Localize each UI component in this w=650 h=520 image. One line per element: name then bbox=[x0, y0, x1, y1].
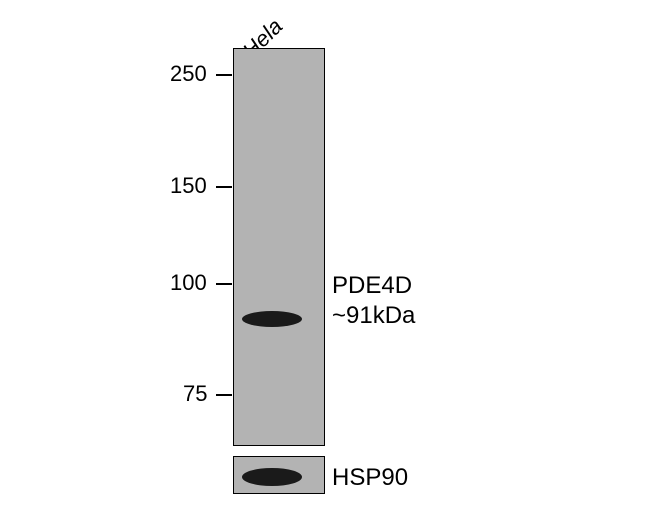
mw-label-250: 250 bbox=[170, 61, 207, 87]
mw-tick-250 bbox=[216, 74, 232, 76]
loading-control-lane bbox=[233, 456, 325, 494]
mw-tick-75 bbox=[216, 394, 232, 396]
mw-tick-150 bbox=[216, 186, 232, 188]
hsp90-band-fill bbox=[242, 468, 302, 486]
pde4d-band bbox=[234, 311, 324, 327]
hsp90-band bbox=[234, 468, 324, 486]
western-blot-figure: Hela 250 150 100 75 PDE4D ~91kDa HSP90 bbox=[0, 0, 650, 520]
target-protein-label: PDE4D bbox=[332, 272, 412, 300]
mw-label-150: 150 bbox=[170, 173, 207, 199]
observed-mw-label: ~91kDa bbox=[332, 302, 415, 330]
mw-tick-100 bbox=[216, 283, 232, 285]
mw-label-75: 75 bbox=[183, 381, 207, 407]
loading-control-label: HSP90 bbox=[332, 464, 408, 492]
main-blot-lane bbox=[233, 48, 325, 446]
pde4d-band-fill bbox=[242, 311, 302, 327]
mw-label-100: 100 bbox=[170, 270, 207, 296]
